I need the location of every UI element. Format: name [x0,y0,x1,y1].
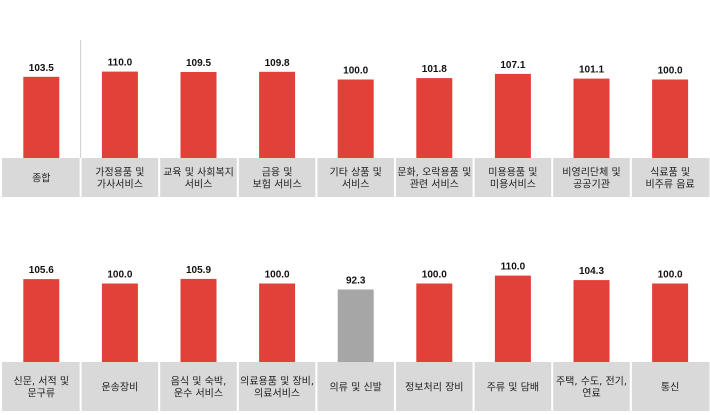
category-label-line: 금융 및 [262,167,293,179]
bar-1-2 [101,71,138,158]
category-label: 기타 상품 및 서비스 [330,167,382,191]
category-label-band [2,362,710,411]
category-label-line: 통신 [661,382,679,394]
value-label: 103.5 [29,63,54,74]
bar-2-8 [573,280,610,362]
category-label: 주류 및 담배 [487,382,539,394]
category-label-line: 주택, 수도, 전기, [556,376,627,388]
bar-2-1 [23,279,60,362]
value-label: 110.0 [108,58,133,69]
value-label: 100.0 [107,270,132,281]
bar-1-3 [180,72,217,158]
category-label-line: 교육 및 사회복지 [163,167,234,179]
value-label: 107.1 [500,60,525,71]
category-label-band [2,158,710,197]
category-label-line: 의료용품 및 장비, [240,376,314,388]
category-label-line: 신문, 서적 및 [14,376,70,388]
category-label: 미용용품 및 미용서비스 [488,167,537,191]
category-label-line: 의류 및 신발 [330,382,382,394]
category-label-line: 운수 서비스 [174,388,223,400]
category-label-line: 주류 및 담배 [487,382,539,394]
category-label-line: 가정용품 및 [95,167,144,179]
value-label: 104.3 [579,266,604,277]
value-label: 100.0 [658,270,683,281]
category-label: 통신 [661,382,679,394]
category-label: 비영리단체 및 공공기관 [562,167,620,191]
category-label: 가정용품 및 가사서비스 [95,167,144,191]
category-label-line: 서비스 [342,179,370,191]
bar-2-5 [337,289,374,362]
category-label-line: 미용서비스 [490,179,536,191]
category-label: 문화, 오락용품 및 관련 서비스 [397,167,471,191]
value-label: 100.0 [422,270,447,281]
category-label: 종합 [32,173,50,185]
chart-panel-2: 105.6 신문, 서적 및 문구류 100.0 운송장비 105.9 음식 및 숙박, 운수… [2,262,710,411]
value-label: 92.3 [346,276,366,287]
category-label-line: 비영리단체 및 [562,167,620,179]
category-label: 식료품 및 비주류 음료 [646,167,695,191]
value-label: 100.0 [343,66,368,77]
value-label: 105.9 [186,265,211,276]
value-label: 105.6 [29,265,54,276]
bar-1-5 [337,79,374,158]
bar-2-7 [494,275,531,362]
value-label: 109.5 [186,58,211,69]
category-label-line: 종합 [32,173,50,185]
bar-1-1 [23,76,60,158]
category-label-line: 식료품 및 [650,167,690,179]
bar-1-8 [573,78,610,158]
bar-2-3 [180,278,217,362]
value-label: 100.0 [658,66,683,77]
category-label-line: 음식 및 숙박, [171,376,227,388]
category-label: 주택, 수도, 전기, 연료 [556,376,627,400]
category-label-line: 운송장비 [101,382,138,394]
category-label-line: 비주류 음료 [646,179,695,191]
category-label-line: 가사서비스 [97,179,143,191]
category-label-line: 의료서비스 [254,388,300,400]
bar-1-6 [416,78,453,158]
bar-1-4 [259,71,296,158]
value-label: 101.1 [579,65,604,76]
category-label: 의류 및 신발 [330,382,382,394]
category-label: 음식 및 숙박, 운수 서비스 [171,376,227,400]
category-label-line: 미용용품 및 [488,167,537,179]
category-label-line: 문구류 [27,388,55,400]
category-label-line: 연료 [582,388,600,400]
category-label: 신문, 서적 및 문구류 [14,376,70,400]
value-label: 109.8 [265,58,290,69]
category-label-line: 보험 서비스 [253,179,302,191]
category-label-line: 서비스 [185,179,213,191]
value-label: 110.0 [501,262,526,273]
category-label: 운송장비 [101,382,138,394]
bar-1-9 [652,79,689,158]
bar-2-6 [416,283,453,362]
category-label: 의료용품 및 장비, 의료서비스 [240,376,314,400]
bar-1-7 [494,73,531,158]
category-label-line: 공공기관 [573,179,610,191]
category-label-line: 관련 서비스 [410,179,459,191]
category-label: 교육 및 사회복지 서비스 [163,167,234,191]
category-label: 정보처리 장비 [405,382,463,394]
category-label: 금융 및 보험 서비스 [253,167,302,191]
bar-2-9 [652,283,689,362]
value-label: 101.8 [422,64,447,75]
bar-2-4 [259,283,296,362]
category-label-line: 정보처리 장비 [405,382,463,394]
value-label: 100.0 [265,270,290,281]
category-label-line: 기타 상품 및 [330,167,382,179]
bar-2-2 [101,283,138,362]
category-label-line: 문화, 오락용품 및 [397,167,471,179]
